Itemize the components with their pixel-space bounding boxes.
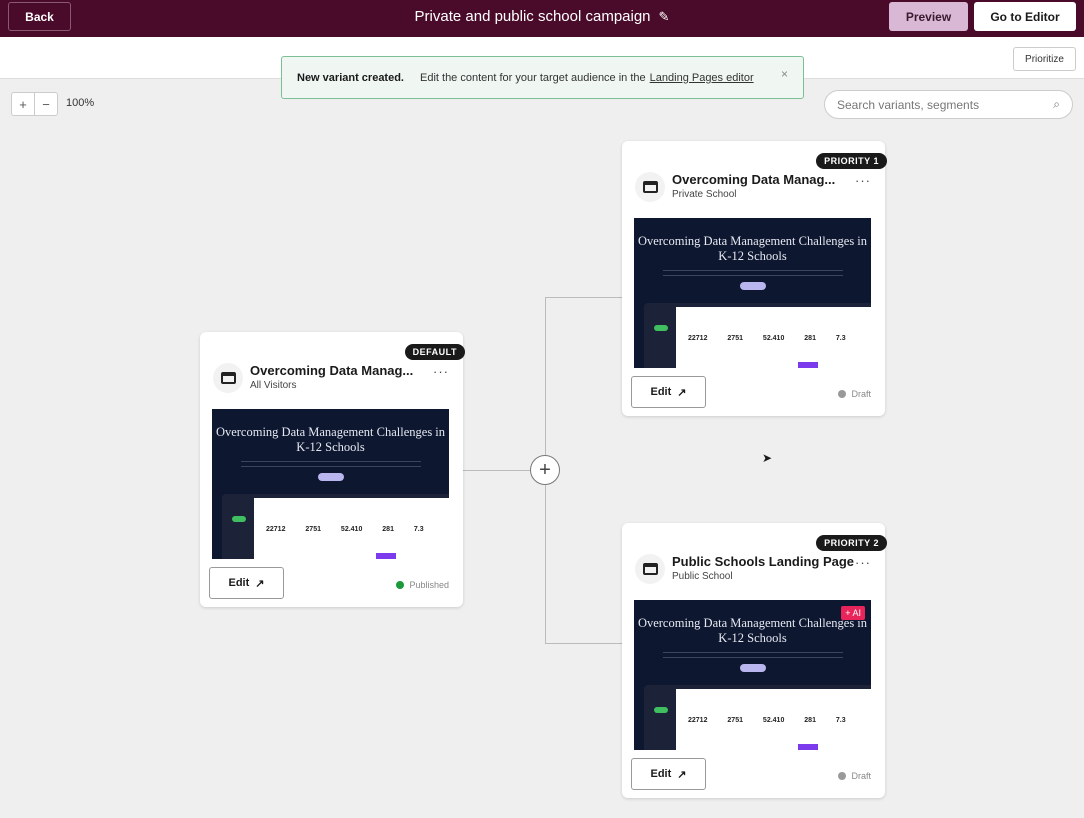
more-options-icon[interactable]: ··· xyxy=(855,173,871,188)
variant-segment: Private School xyxy=(672,189,737,200)
edit-label: Edit xyxy=(228,577,250,589)
connector xyxy=(545,297,546,455)
edit-button[interactable]: Edit ↗ xyxy=(631,376,706,408)
page-icon xyxy=(635,554,665,584)
priority-badge: DEFAULT xyxy=(404,344,465,360)
page-preview-thumbnail: Overcoming Data Management Challenges in… xyxy=(634,600,871,750)
priority-badge: PRIORITY 2 xyxy=(816,535,887,551)
status-dot xyxy=(838,772,847,780)
campaign-title-text: Private and public school campaign xyxy=(414,8,651,25)
page-preview-thumbnail: Overcoming Data Management Challenges in… xyxy=(212,409,449,559)
external-link-icon: ↗ xyxy=(255,577,265,590)
connector xyxy=(545,643,622,644)
edit-button[interactable]: Edit ↗ xyxy=(631,758,706,790)
zoom-controls: + − xyxy=(11,92,58,116)
status-indicator: Published xyxy=(396,580,449,590)
connector xyxy=(463,470,531,471)
zoom-out-button[interactable]: − xyxy=(42,96,50,112)
zoom-level: 100% xyxy=(66,97,95,109)
preview-heading: Overcoming Data Management Challenges in… xyxy=(215,425,446,454)
add-variant-button[interactable]: + xyxy=(530,455,560,485)
campaign-title: Private and public school campaign ✎ xyxy=(0,8,1084,25)
variant-segment: Public School xyxy=(672,571,733,582)
edit-label: Edit xyxy=(650,768,672,780)
pencil-icon[interactable]: ✎ xyxy=(658,9,670,24)
toast-title: New variant created. xyxy=(297,71,404,84)
variant-card[interactable]: DEFAULT Overcoming Data Manag... All Vis… xyxy=(200,332,465,607)
edit-button[interactable]: Edit ↗ xyxy=(209,567,284,599)
preview-stats: 22712 2751 52.410 281 7.3 xyxy=(688,717,846,724)
toast-message: Edit the content for your target audienc… xyxy=(420,71,646,84)
status-dot xyxy=(396,581,405,589)
status-indicator: Draft xyxy=(838,389,871,399)
landing-pages-editor-link[interactable]: Landing Pages editor xyxy=(649,71,754,84)
top-bar: Back Private and public school campaign ✎… xyxy=(0,0,1084,37)
edit-label: Edit xyxy=(650,386,672,398)
page-icon xyxy=(213,363,243,393)
more-options-icon[interactable]: ··· xyxy=(433,364,449,379)
variant-card[interactable]: PRIORITY 1 Overcoming Data Manag... Priv… xyxy=(622,141,887,416)
external-link-icon: ↗ xyxy=(677,768,687,781)
connector xyxy=(545,485,546,643)
search-icon: ⌕ xyxy=(1053,97,1060,111)
variant-name: Overcoming Data Manag... xyxy=(672,172,836,187)
preview-stats: 22712 2751 52.410 281 7.3 xyxy=(266,526,424,533)
close-icon[interactable]: × xyxy=(780,67,788,81)
preview-heading: Overcoming Data Management Challenges in… xyxy=(637,616,868,645)
preview-button[interactable]: Preview xyxy=(889,2,968,31)
connector xyxy=(545,297,622,298)
page-icon xyxy=(635,172,665,202)
go-to-editor-button[interactable]: Go to Editor xyxy=(974,2,1076,31)
more-options-icon[interactable]: ··· xyxy=(855,555,871,570)
back-button[interactable]: Back xyxy=(8,2,71,31)
search-input[interactable]: Search variants, segments ⌕ xyxy=(824,90,1073,119)
variant-name: Overcoming Data Manag... xyxy=(250,363,414,378)
zoom-in-button[interactable]: + xyxy=(12,93,35,115)
external-link-icon: ↗ xyxy=(677,386,687,399)
preview-heading: Overcoming Data Management Challenges in… xyxy=(637,234,868,263)
status-text: Draft xyxy=(851,389,871,399)
status-text: Published xyxy=(409,580,449,590)
status-dot xyxy=(838,390,847,398)
toast-notification: New variant created. Edit the content fo… xyxy=(281,56,804,99)
variant-name: Public Schools Landing Page xyxy=(672,554,855,569)
variant-card[interactable]: PRIORITY 2 Public Schools Landing Page P… xyxy=(622,523,887,798)
mouse-cursor: ➤ xyxy=(762,451,773,465)
ai-badge: + AI xyxy=(841,606,865,620)
preview-stats: 22712 2751 52.410 281 7.3 xyxy=(688,335,846,342)
variant-segment: All Visitors xyxy=(250,380,297,391)
priority-badge: PRIORITY 1 xyxy=(816,153,887,169)
status-text: Draft xyxy=(851,771,871,781)
search-placeholder: Search variants, segments xyxy=(837,97,980,112)
prioritize-button[interactable]: Prioritize xyxy=(1013,47,1076,71)
page-preview-thumbnail: Overcoming Data Management Challenges in… xyxy=(634,218,871,368)
status-indicator: Draft xyxy=(838,771,871,781)
